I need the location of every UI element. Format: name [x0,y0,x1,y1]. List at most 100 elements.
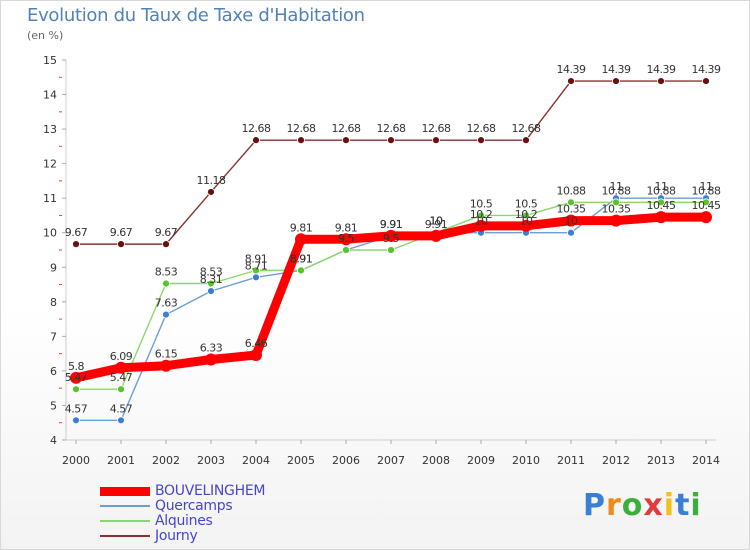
data-label: 9.81 [290,221,313,234]
legend-label-journy: Journy [155,528,198,544]
data-label: 11.18 [197,174,226,187]
data-point [430,229,442,242]
x-tick-label: 2012 [602,454,630,467]
data-point [250,349,262,362]
data-label: 10 [430,215,443,228]
data-label: 8.71 [245,259,268,272]
data-label: 10.5 [470,197,493,210]
data-label: 10.88 [602,184,631,197]
logo-letter: i [690,488,702,523]
x-tick-label: 2010 [512,454,540,467]
x-tick-label: 2001 [107,454,135,467]
legend-swatch-alquines [100,520,150,522]
data-point [522,136,530,145]
data-point [207,279,215,288]
data-label: 12.68 [332,122,361,135]
data-point [340,233,352,246]
data-label: 5.47 [110,371,133,384]
data-label: 11 [655,180,668,193]
chart-unit-label: (en %) [27,29,64,42]
logo-letter: P [583,488,606,523]
data-label: 7.63 [155,297,178,310]
data-point [117,240,125,249]
data-label: 9.81 [335,221,358,234]
y-tick-label: 9 [50,261,57,274]
data-point [567,198,575,207]
data-point [432,136,440,145]
data-label: 4.57 [65,402,88,415]
data-point [567,228,575,237]
data-point [115,361,127,374]
x-tick-label: 2008 [422,454,450,467]
data-label: 6.33 [200,342,223,355]
legend-label-quercamps: Quercamps [155,498,233,514]
data-point [342,136,350,145]
data-point [252,136,260,145]
data-label: 9.67 [110,226,133,239]
data-point [655,211,667,224]
data-label: 10.88 [647,184,676,197]
data-point [612,198,620,207]
data-label: 6.09 [110,350,133,363]
data-point [522,211,530,220]
data-label: 4.57 [110,402,133,415]
data-label: 10.88 [692,184,721,197]
data-point [160,359,172,372]
data-point [72,385,80,394]
data-point [475,219,487,232]
data-point [702,77,710,85]
y-tick-label: 5 [50,399,57,412]
data-label: 12.68 [287,122,316,135]
data-label: 11 [700,180,713,193]
y-tick-label: 4 [50,434,57,447]
data-label: 12.68 [512,122,541,135]
data-point [252,273,260,282]
legend-label-alquines: Alquines [155,513,213,529]
data-point [610,214,622,227]
data-point [72,416,80,425]
y-tick-label: 11 [43,192,57,205]
data-point [567,77,575,85]
data-label: 12.68 [242,122,271,135]
data-point [477,211,485,220]
data-point [520,219,532,232]
y-tick-label: 6 [50,365,57,378]
data-point [612,77,620,85]
data-label: 8.91 [245,252,268,265]
data-point [342,246,350,254]
data-point [117,385,125,394]
data-point [297,136,305,145]
data-label: 9.91 [380,218,403,231]
y-tick-label: 12 [43,158,57,171]
x-tick-label: 2004 [242,454,270,467]
x-tick-label: 2000 [62,454,90,467]
data-point [295,233,307,246]
data-label: 9.91 [380,218,403,231]
data-point [72,240,80,249]
data-label: 9.91 [425,218,448,231]
data-label: 10.45 [647,199,676,212]
logo-letter: t [675,488,691,523]
y-tick-label: 14 [43,89,57,102]
x-tick-label: 2005 [287,454,315,467]
data-point [162,240,170,249]
x-tick-label: 2006 [332,454,360,467]
y-tick-label: 10 [43,227,57,240]
data-label: 10 [520,215,533,228]
data-label: 10.88 [557,184,586,197]
data-label: 9.5 [383,232,399,245]
x-tick-label: 2013 [647,454,675,467]
data-label: 14.39 [692,63,721,76]
data-label: 14.39 [557,63,586,76]
data-label: 6.15 [155,348,178,361]
y-tick-label: 7 [50,330,57,343]
proxiti-logo: Proxiti [583,488,702,523]
data-point [657,198,665,207]
data-label: 9.5 [338,232,354,245]
y-tick-label: 13 [43,123,57,136]
data-point [565,214,577,227]
x-tick-label: 2003 [197,454,225,467]
data-point [252,266,260,275]
data-label: 10.5 [515,197,538,210]
